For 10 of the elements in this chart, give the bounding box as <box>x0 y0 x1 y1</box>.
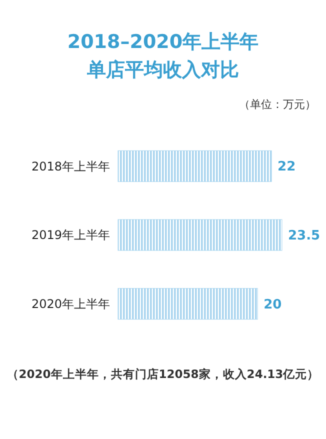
text: （单位：万元） <box>239 98 316 111</box>
chart-subtitle: 单店平均收入对比 <box>86 59 239 81</box>
y-tick-label: 2020年上半年 <box>31 297 110 312</box>
y-tick-label: 2018年上半年 <box>31 159 110 174</box>
data-label: 20 <box>264 297 282 312</box>
chart-title: 2018–2020年上半年 <box>67 31 259 53</box>
data-label: 22 <box>278 160 296 175</box>
y-tick-label: 2019年上半年 <box>31 228 110 242</box>
data-label: 23.5 <box>288 228 320 244</box>
text: （2020年上半年，共有门店12058家，收入24.13亿元） <box>6 367 320 381</box>
